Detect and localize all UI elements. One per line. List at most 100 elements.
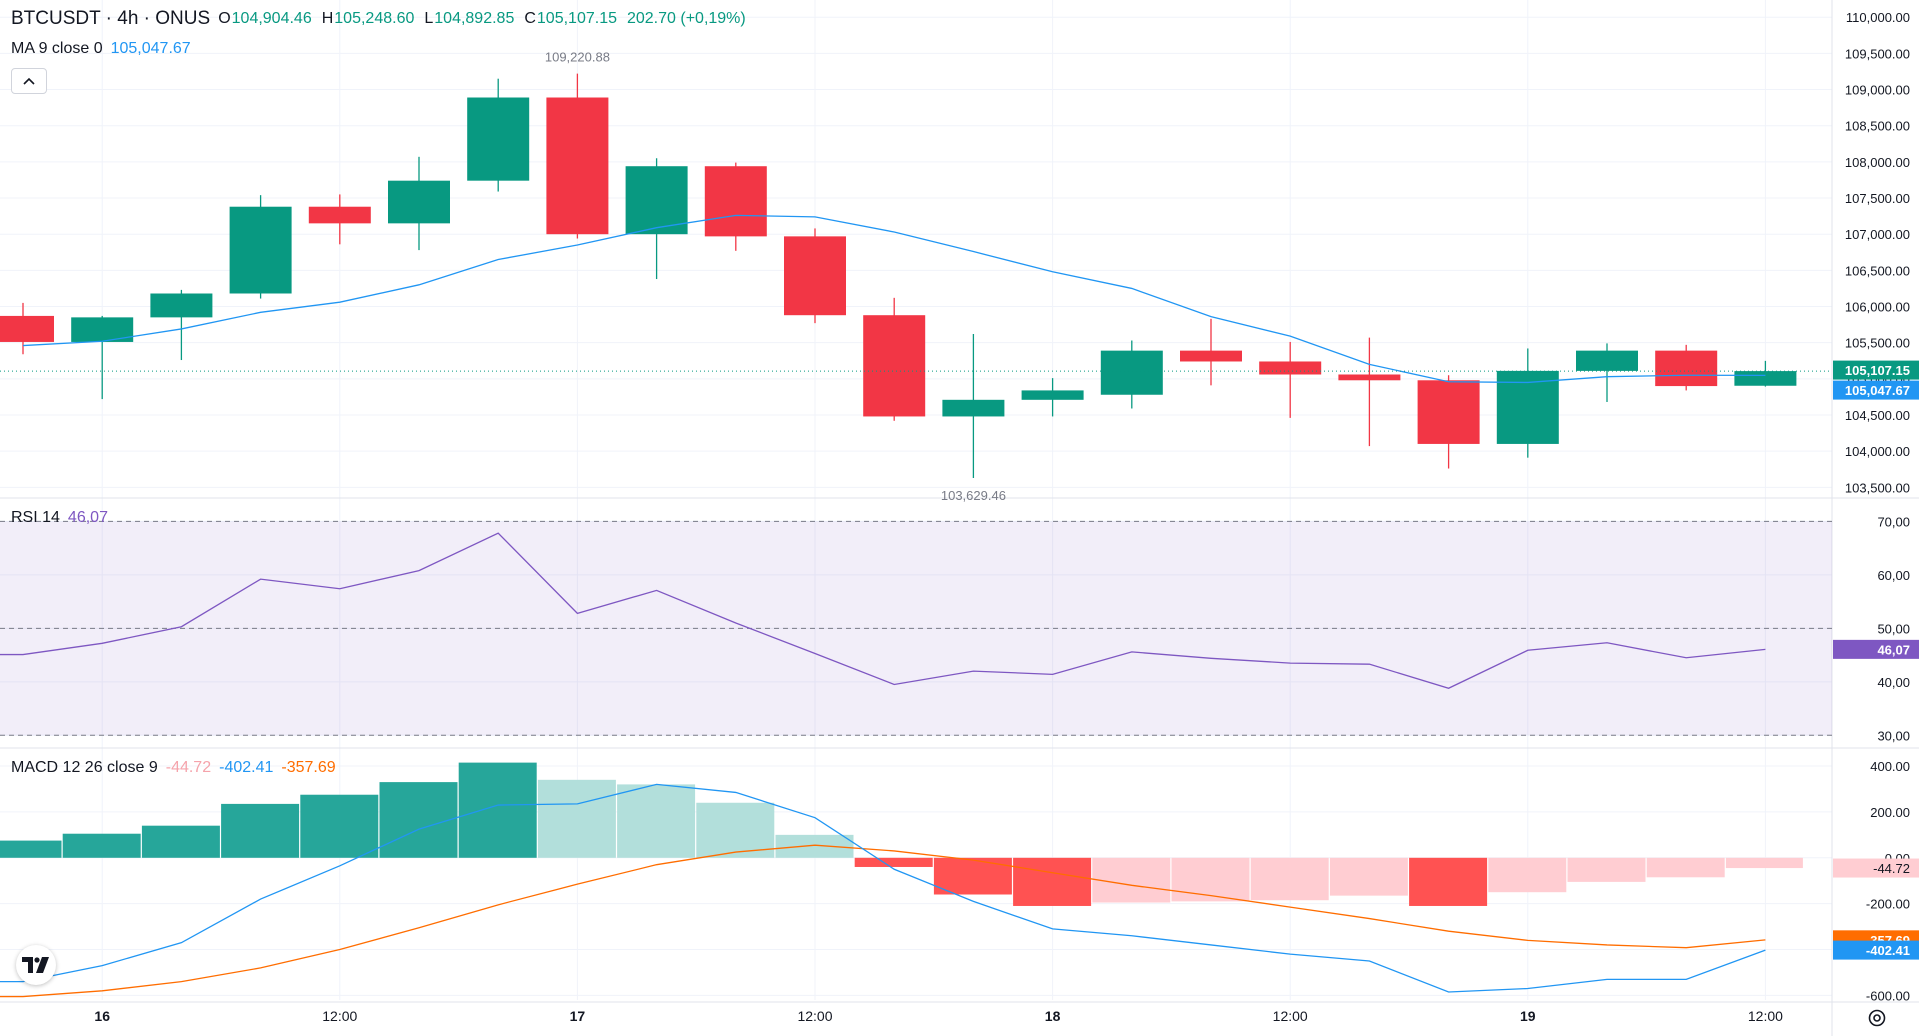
macd-line — [0, 783, 1766, 993]
symbol-title: BTCUSDT · 4h · ONUS — [11, 8, 211, 29]
macd-histogram-bar — [537, 779, 616, 858]
candle-body — [1417, 380, 1480, 444]
rsi-badge: 46,07 — [1877, 642, 1910, 657]
macd-histogram-bar — [933, 857, 1012, 895]
candle-body — [1100, 350, 1163, 395]
macd-line-value: -402.41 — [219, 759, 274, 776]
ma9-line — [22, 214, 1766, 384]
macd-histogram-bar — [221, 803, 300, 858]
rsi-title: RSI 14 — [11, 509, 60, 526]
price-tick-label: 103,500.00 — [1845, 480, 1910, 495]
candle-body — [308, 206, 371, 224]
candle-body — [1180, 350, 1242, 362]
macd-tick-label: 400.00 — [1870, 759, 1910, 774]
candle-body — [1734, 371, 1797, 386]
time-tick-label: 12:00 — [1748, 1008, 1783, 1024]
rsi-line — [0, 532, 1766, 689]
price-tick-label: 104,000.00 — [1845, 444, 1910, 459]
price-tick-label: 110,000.00 — [1846, 10, 1910, 25]
macd-histogram-bar — [1725, 857, 1803, 869]
candle-body — [784, 236, 846, 316]
macd-histogram-bar — [1329, 857, 1408, 896]
chevron-up-icon — [23, 77, 35, 85]
macd-tick-label: -200.00 — [1866, 897, 1910, 912]
macd-histogram-bar — [1567, 857, 1646, 882]
time-tick-label: 19 — [1520, 1008, 1536, 1024]
last-price-badge: 105,107.15 — [1845, 363, 1910, 378]
macd-title: MACD 12 26 close 9 — [11, 759, 158, 776]
settings-gear-icon[interactable] — [1865, 1006, 1889, 1030]
candle-body — [546, 97, 609, 235]
macd-signal-value: -357.69 — [281, 759, 336, 776]
macd-hist-value: -44.72 — [165, 759, 212, 776]
candle-body — [1655, 350, 1718, 387]
macd-histogram-bar — [1488, 857, 1567, 893]
candle-body — [150, 293, 213, 318]
rsi-band — [0, 521, 1832, 736]
macd-histogram-bar — [458, 762, 537, 858]
rsi-tick-label: 30,00 — [1877, 728, 1910, 743]
rsi-tick-label: 70,00 — [1877, 514, 1910, 529]
rsi-value: 46,07 — [67, 509, 108, 526]
candle-body — [1259, 361, 1322, 375]
price-tick-label: 105,500.00 — [1845, 336, 1910, 351]
macd-histogram-bar — [62, 833, 141, 858]
time-tick-label: 12:00 — [1273, 1008, 1308, 1024]
candle-body — [467, 97, 530, 181]
price-tick-label: 109,500.00 — [1845, 46, 1910, 61]
high-value: 105,248.60 — [334, 10, 415, 27]
macd-histogram-bar — [617, 784, 696, 858]
candle-body — [229, 206, 292, 294]
time-tick-label: 12:00 — [797, 1008, 832, 1024]
candle-body — [388, 180, 450, 224]
macd-signal-line — [0, 844, 1766, 998]
price-tick-label: 108,000.00 — [1845, 155, 1910, 170]
macd-histogram-bar — [775, 834, 854, 858]
macd-legend[interactable]: MACD 12 26 close 9 -44.72 -402.41 -357.6… — [11, 759, 344, 777]
candle-body — [1576, 350, 1638, 371]
candle-body — [1338, 374, 1401, 381]
macd-hist-badge: -44.72 — [1873, 861, 1910, 876]
macd-hist-badge-bg — [1833, 858, 1919, 878]
macd-line-badge-bg — [1833, 940, 1919, 960]
symbol-legend: BTCUSDT · 4h · ONUS O 104,904.46 H 105,248… — [11, 8, 754, 30]
macd-line-badge: -402.41 — [1866, 943, 1910, 958]
rsi-legend[interactable]: RSI 14 46,07 — [11, 509, 116, 527]
macd-histogram-bar — [696, 802, 775, 858]
collapse-legend-button[interactable] — [11, 68, 47, 94]
price-tick-label: 107,500.00 — [1845, 191, 1910, 206]
candle-body — [1021, 390, 1084, 400]
macd-tick-label: -600.00 — [1866, 988, 1910, 1003]
rsi-tick-label: 60,00 — [1877, 568, 1910, 583]
macd-histogram-bar — [1646, 857, 1725, 878]
tradingview-logo-icon — [22, 957, 49, 973]
open-value: 104,904.46 — [231, 10, 312, 27]
ma-price-badge: 105,047.67 — [1845, 383, 1910, 398]
macd-histogram-bar — [379, 782, 458, 858]
macd-tick-label: 200.00 — [1870, 805, 1910, 820]
rsi-badge-bg — [1833, 639, 1919, 659]
time-tick-label: 12:00 — [322, 1008, 357, 1024]
open-label: O — [218, 10, 231, 27]
last-price-badge-bg — [1833, 360, 1919, 380]
close-value: 105,107.15 — [536, 10, 617, 27]
macd-histogram-bar — [1250, 857, 1329, 901]
rsi-tick-label: 40,00 — [1877, 675, 1910, 690]
tradingview-logo[interactable] — [16, 945, 56, 985]
candle-body — [863, 315, 926, 417]
macd-histogram-bar — [0, 840, 62, 858]
candle-body — [0, 315, 54, 342]
ma-legend[interactable]: MA 9 close 0 105,047.67 — [11, 40, 199, 58]
macd-histogram-bar — [854, 857, 933, 867]
ma-price-badge-bg — [1833, 380, 1919, 400]
rsi-tick-label: 50,00 — [1877, 621, 1910, 636]
price-tick-label: 106,500.00 — [1845, 263, 1910, 278]
macd-histogram-bar — [1013, 857, 1092, 906]
time-tick-label: 18 — [1045, 1008, 1061, 1024]
high-marker-label: 109,220.88 — [545, 50, 610, 65]
macd-histogram-bar — [1409, 857, 1488, 906]
price-tick-label: 109,000.00 — [1845, 83, 1910, 98]
ma-title: MA 9 close 0 — [11, 40, 103, 57]
low-marker-label: 103,629.46 — [941, 488, 1006, 503]
